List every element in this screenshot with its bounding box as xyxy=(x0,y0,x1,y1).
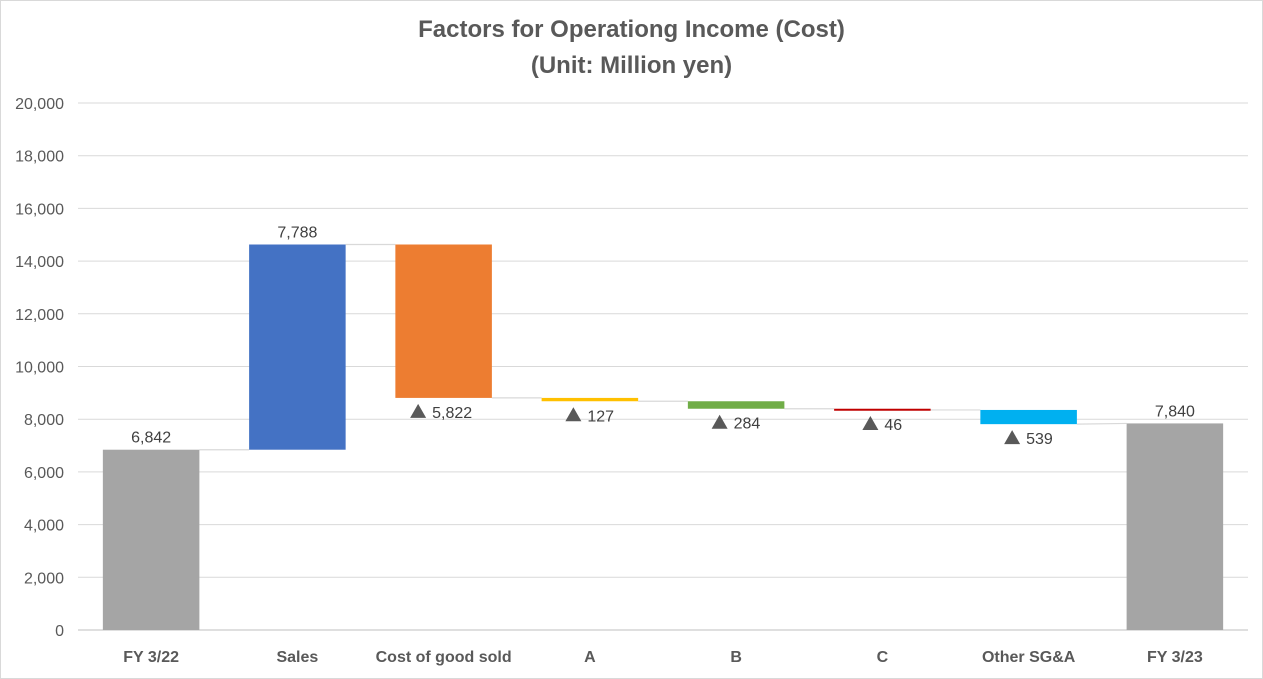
y-tick-label: 16,000 xyxy=(15,201,64,218)
category-label-fy-3-23: FY 3/23 xyxy=(1147,649,1203,666)
bar-other-sg-a xyxy=(980,409,1077,425)
data-label-fy-3-23: 7,840 xyxy=(1155,403,1195,420)
bar-sales xyxy=(249,244,346,450)
bar-fy-3-22 xyxy=(102,449,200,630)
y-tick-label: 12,000 xyxy=(15,307,64,324)
category-label-sales: Sales xyxy=(276,649,318,666)
decrease-triangle-icon xyxy=(862,415,879,430)
decrease-triangle-icon xyxy=(410,403,427,418)
decrease-triangle-icon xyxy=(1004,430,1021,445)
data-label-other-sg-a: 539 xyxy=(1004,430,1053,448)
category-label-c: C xyxy=(877,649,889,666)
data-label-value: 46 xyxy=(884,417,902,434)
category-label-fy-3-22: FY 3/22 xyxy=(123,649,179,666)
data-label-b: 284 xyxy=(711,414,761,433)
data-label-value: 284 xyxy=(734,416,761,433)
category-label-a: A xyxy=(584,649,596,666)
data-labels: 6,842 7,788 5,822 127 284 46 539 7,840 xyxy=(131,224,1195,448)
y-tick-label: 14,000 xyxy=(15,254,64,271)
bars xyxy=(102,244,1224,630)
category-label-cost-of-good-sold: Cost of good sold xyxy=(376,649,512,666)
y-tick-label: 18,000 xyxy=(15,149,64,166)
y-tick-label: 10,000 xyxy=(15,360,64,377)
y-tick-label: 2,000 xyxy=(24,570,64,587)
data-label-fy-3-22: 6,842 xyxy=(131,430,171,447)
data-label-a: 127 xyxy=(565,407,614,425)
bar-fy-3-23 xyxy=(1126,423,1224,630)
bar-b xyxy=(687,401,785,409)
y-tick-label: 4,000 xyxy=(24,518,64,535)
category-label-other-sg-a: Other SG&A xyxy=(982,649,1076,666)
data-label-c: 46 xyxy=(862,415,902,434)
connector-line xyxy=(1076,422,1127,425)
y-tick-label: 20,000 xyxy=(15,96,64,113)
decrease-triangle-icon xyxy=(565,407,582,422)
x-axis-category-labels: FY 3/22 Sales Cost of good sold A B C Other SG… xyxy=(123,649,1203,666)
y-tick-label: 8,000 xyxy=(24,412,64,429)
data-label-value: 539 xyxy=(1026,431,1053,448)
data-label-cost-of-good-sold: 5,822 xyxy=(410,403,472,422)
bar-c xyxy=(834,408,931,411)
chart-subtitle: (Unit: Million yen) xyxy=(530,52,733,79)
connector-lines xyxy=(199,243,1127,451)
data-label-sales: 7,788 xyxy=(277,224,317,241)
data-label-value: 127 xyxy=(587,408,614,425)
y-tick-label: 6,000 xyxy=(24,465,64,482)
bar-a xyxy=(541,397,639,402)
decrease-triangle-icon xyxy=(711,414,728,429)
chart-title: Factors for Operationg Income (Cost) xyxy=(418,16,845,43)
y-axis-tick-labels: 0 2,000 4,000 6,000 8,000 10,000 12,000 14,000 1… xyxy=(15,96,64,640)
y-tick-label: 0 xyxy=(55,623,64,640)
category-label-b: B xyxy=(730,649,742,666)
data-label-value: 5,822 xyxy=(432,405,472,422)
bar-cost-of-good-sold xyxy=(395,244,492,398)
